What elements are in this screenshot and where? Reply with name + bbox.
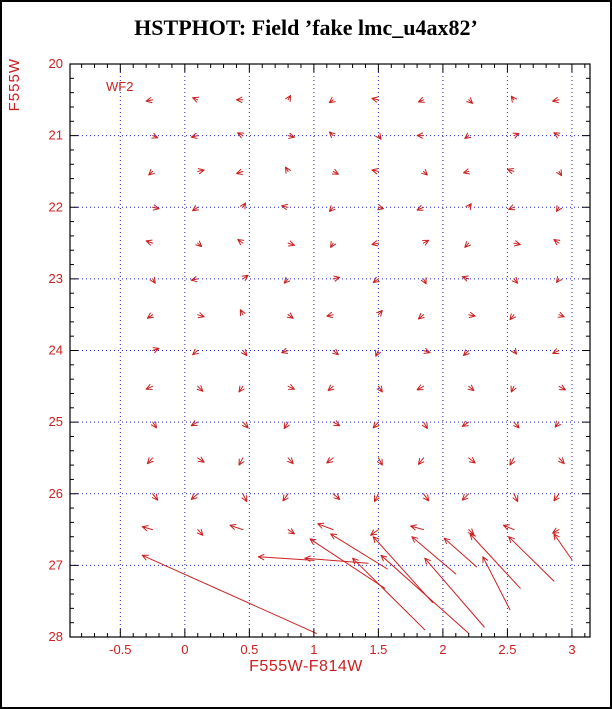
svg-text:23: 23 [49, 271, 63, 286]
svg-text:0: 0 [181, 642, 188, 657]
x-axis-label: F555W-F814W [249, 658, 363, 675]
y-axis-label: F555W [6, 58, 23, 112]
plot-frame [69, 63, 591, 638]
svg-text:2.5: 2.5 [498, 642, 516, 657]
chip-annotation: WF2 [106, 79, 134, 94]
svg-text:26: 26 [49, 486, 63, 501]
svg-text:24: 24 [49, 343, 63, 358]
svg-text:0.5: 0.5 [240, 642, 258, 657]
svg-text:1.5: 1.5 [369, 642, 387, 657]
svg-text:27: 27 [49, 557, 63, 572]
gridlines [70, 64, 590, 637]
svg-text:-0.5: -0.5 [109, 642, 131, 657]
svg-text:3: 3 [568, 642, 575, 657]
plot-title: HSTPHOT: Field ’fake lmc_u4ax82’ [134, 15, 478, 40]
vector-field [141, 95, 573, 634]
svg-text:1: 1 [310, 642, 317, 657]
x-tick-labels: -0.5 0 0.5 1 1.5 2 2.5 3 [109, 642, 575, 657]
y-tick-labels: 20 21 22 23 24 25 26 27 28 [49, 56, 63, 644]
svg-text:25: 25 [49, 414, 63, 429]
svg-text:22: 22 [49, 199, 63, 214]
svg-text:28: 28 [49, 629, 63, 644]
svg-text:21: 21 [49, 128, 63, 143]
svg-text:20: 20 [49, 56, 63, 71]
svg-text:2: 2 [439, 642, 446, 657]
axis-ticks [70, 63, 590, 638]
